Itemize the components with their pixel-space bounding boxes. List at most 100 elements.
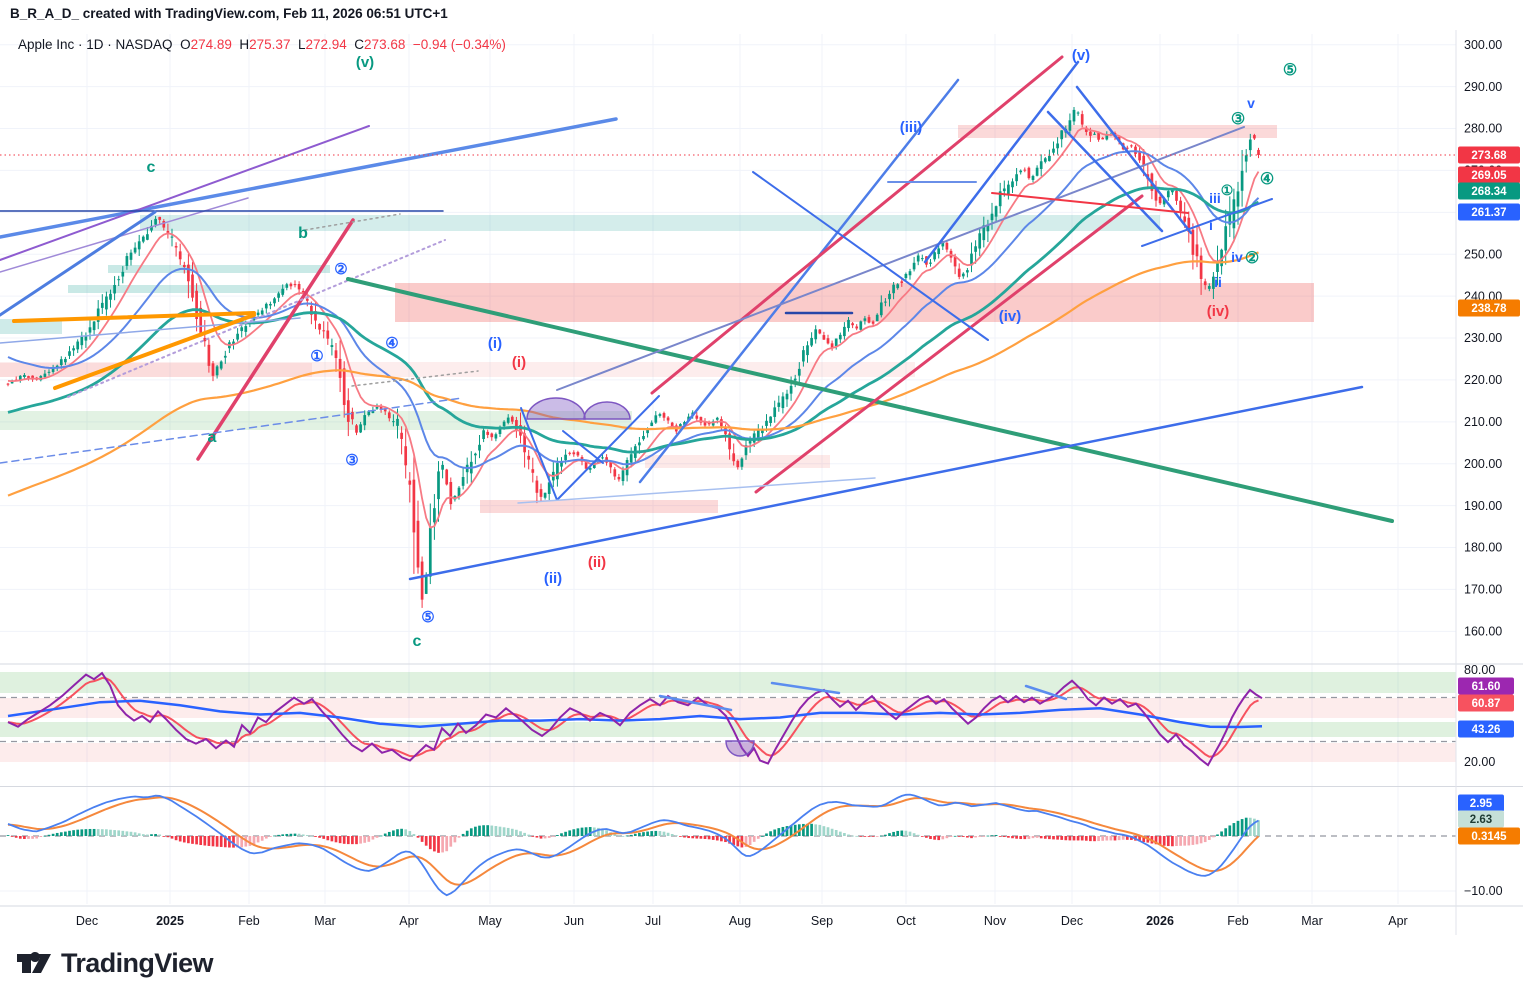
svg-text:iv: iv	[1231, 249, 1243, 265]
svg-text:261.37: 261.37	[1471, 207, 1506, 219]
svg-text:250.00: 250.00	[1464, 247, 1502, 261]
svg-text:May: May	[478, 914, 502, 928]
svg-text:Apr: Apr	[399, 914, 418, 928]
svg-text:Jul: Jul	[645, 914, 661, 928]
svg-text:2.63: 2.63	[1470, 814, 1492, 826]
svg-text:60.87: 60.87	[1472, 698, 1501, 710]
ma-slow-teal	[7, 186, 1260, 454]
rsi-divergence-line	[1024, 684, 1068, 701]
svg-text:(i): (i)	[488, 335, 502, 352]
symbol-title[interactable]: Apple Inc · 1D · NASDAQ	[18, 37, 173, 52]
svg-text:Jun: Jun	[564, 914, 584, 928]
ma-fast-red	[7, 127, 1260, 529]
svg-text:ii: ii	[1214, 274, 1222, 290]
svg-text:b: b	[298, 225, 308, 242]
svg-text:2.95: 2.95	[1470, 798, 1493, 810]
svg-text:Apr: Apr	[1388, 914, 1407, 928]
svg-text:②: ②	[1245, 250, 1259, 267]
rsi-panel[interactable]	[0, 671, 1456, 767]
rsi-divergence-line	[658, 694, 733, 712]
svg-text:Sep: Sep	[811, 914, 833, 928]
svg-text:180.00: 180.00	[1464, 541, 1502, 555]
svg-text:Oct: Oct	[896, 914, 916, 928]
svg-text:(iv): (iv)	[1207, 303, 1230, 320]
svg-text:Nov: Nov	[984, 914, 1007, 928]
svg-text:80.00: 80.00	[1464, 663, 1495, 677]
svg-text:43.26: 43.26	[1472, 724, 1501, 736]
elliott-wave-labels[interactable]: (v)cbac⑤③①④②①②③④⑤(i)(ii)(iii)(iv)(v)viii…	[147, 47, 1298, 650]
svg-text:Dec: Dec	[1061, 914, 1083, 928]
svg-text:268.34: 268.34	[1471, 186, 1507, 198]
svg-text:2025: 2025	[156, 914, 184, 928]
svg-text:230.00: 230.00	[1464, 331, 1502, 345]
pattern-arcs[interactable]	[526, 397, 631, 420]
svg-text:c: c	[413, 633, 422, 650]
time-axis[interactable]: Dec 2025 Feb Mar Apr May Jun Jul Aug Sep Oct Nov Dec…	[76, 914, 1408, 928]
svg-text:269.05: 269.05	[1471, 170, 1507, 182]
open-label: O	[180, 37, 191, 52]
close-value: 273.68	[364, 37, 406, 52]
svg-text:③: ③	[1231, 111, 1245, 128]
svg-text:③: ③	[345, 452, 358, 469]
trendlines[interactable]	[0, 55, 1394, 581]
moving-averages	[7, 127, 1260, 529]
svg-text:v: v	[1247, 95, 1255, 111]
svg-text:Mar: Mar	[314, 914, 336, 928]
rsi-divergence-line	[770, 681, 841, 695]
macd-line	[7, 793, 1259, 897]
svg-text:④: ④	[385, 335, 398, 352]
tradingview-logo-icon	[17, 952, 51, 973]
open-value: 274.89	[190, 37, 232, 52]
svg-text:Aug: Aug	[729, 914, 751, 928]
svg-text:(iv): (iv)	[999, 308, 1022, 325]
svg-text:c: c	[147, 159, 156, 176]
grid-lines	[0, 34, 1456, 904]
svg-text:61.60: 61.60	[1472, 681, 1501, 693]
svg-text:②: ②	[334, 261, 347, 278]
svg-text:④: ④	[1260, 171, 1274, 188]
change-value: −0.94 (−0.34%)	[412, 37, 506, 52]
ma-long-orange	[7, 251, 1259, 497]
macd-signal-line	[7, 796, 1260, 886]
svg-text:20.00: 20.00	[1464, 755, 1495, 769]
svg-text:280.00: 280.00	[1464, 122, 1502, 136]
svg-text:⑤: ⑤	[421, 609, 434, 626]
svg-text:i: i	[1209, 217, 1213, 233]
svg-text:iii: iii	[1209, 190, 1221, 206]
svg-text:(v): (v)	[1072, 47, 1090, 64]
rsi-slow-line	[7, 699, 1263, 729]
tradingview-logo[interactable]: TradingView	[16, 948, 214, 979]
symbol-legend[interactable]: Apple Inc · 1D · NASDAQ O274.89 H275.37 …	[18, 37, 506, 52]
svg-text:290.00: 290.00	[1464, 80, 1502, 94]
low-label: L	[297, 37, 306, 52]
price-badges: 273.68 269.05 268.34 261.37 238.78 61.60 60.87…	[1458, 146, 1520, 845]
low-value: 272.94	[305, 37, 347, 52]
attribution-text: B_R_A_D_ created with TradingView.com, F…	[10, 6, 448, 21]
svg-text:273.68: 273.68	[1471, 150, 1507, 162]
svg-text:Feb: Feb	[238, 914, 260, 928]
svg-text:Mar: Mar	[1301, 914, 1323, 928]
svg-text:220.00: 220.00	[1464, 373, 1502, 387]
rsi-smoothed-line	[7, 676, 1259, 758]
svg-text:(ii): (ii)	[588, 554, 606, 571]
rsi-arc	[725, 740, 755, 757]
ma-mid-blue	[7, 150, 1260, 469]
tradingview-logo-text: TradingView	[61, 948, 214, 978]
svg-text:210.00: 210.00	[1464, 415, 1502, 429]
macd-panel[interactable]	[0, 793, 1456, 897]
svg-text:(i): (i)	[512, 354, 526, 371]
high-label: H	[239, 37, 250, 52]
svg-text:Dec: Dec	[76, 914, 98, 928]
svg-text:①: ①	[1221, 182, 1234, 198]
svg-text:200.00: 200.00	[1464, 457, 1502, 471]
svg-text:170.00: 170.00	[1464, 583, 1502, 597]
svg-text:0.3145: 0.3145	[1471, 831, 1507, 843]
svg-text:①: ①	[310, 348, 323, 365]
high-value: 275.37	[249, 37, 291, 52]
svg-text:Feb: Feb	[1227, 914, 1249, 928]
svg-text:190.00: 190.00	[1464, 499, 1502, 513]
svg-text:(iii): (iii)	[900, 119, 923, 136]
svg-text:⑤: ⑤	[1283, 62, 1297, 79]
